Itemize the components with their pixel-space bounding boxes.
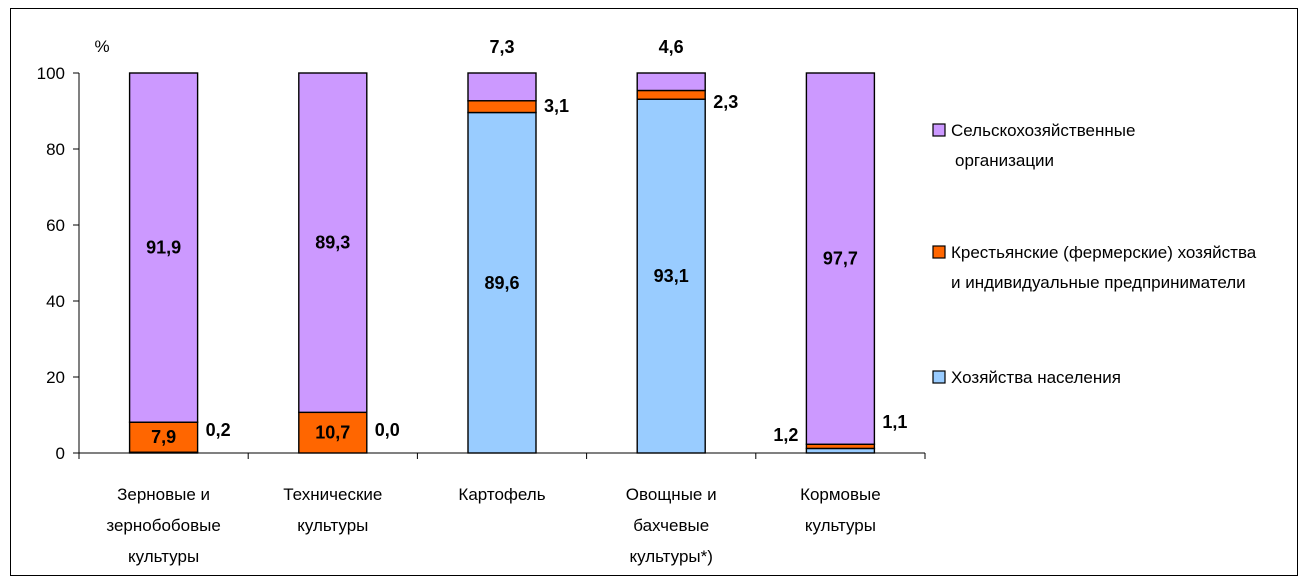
y-tick-label: 100 [37, 64, 65, 83]
y-axis-unit-label: % [94, 37, 109, 56]
data-label: 89,6 [484, 273, 519, 293]
y-tick-label: 40 [46, 292, 65, 311]
category-label: Овощные и [626, 485, 717, 504]
bars [128, 72, 876, 454]
data-label: 89,3 [315, 233, 350, 253]
data-label: 1,2 [773, 425, 798, 445]
data-label: 7,3 [489, 37, 514, 57]
data-labels: 91,9 7,9 0,2 89,3 10,7 0,0 7,3 3,1 89,6 4,6 2,3 93,… [146, 37, 907, 447]
legend-label: Крестьянские (фермерские) хозяйства [951, 243, 1257, 262]
legend-swatch [932, 370, 946, 384]
data-label: 91,9 [146, 238, 181, 258]
bar-segment [636, 98, 706, 454]
category-label: Кормовые [800, 485, 881, 504]
bar-segment [805, 72, 876, 445]
legend-label: и индивидуальные предприниматели [951, 273, 1246, 292]
bar-segment [636, 72, 706, 92]
data-label: 0,0 [375, 420, 400, 440]
legend-swatch [932, 123, 946, 137]
legend-swatch [932, 245, 946, 259]
legend-label: Хозяйства населения [951, 368, 1121, 387]
y-tick-label: 80 [46, 140, 65, 159]
y-tick-label: 20 [46, 368, 65, 387]
data-label: 4,6 [659, 37, 684, 57]
data-label: 93,1 [654, 266, 689, 286]
y-tick-label: 60 [46, 216, 65, 235]
data-label: 1,1 [882, 412, 907, 432]
data-label: 0,2 [206, 420, 231, 440]
category-label: Картофель [458, 485, 545, 504]
category-label: культуры*) [629, 547, 712, 566]
bar-segment [298, 72, 368, 414]
data-label: 10,7 [315, 423, 350, 443]
bar-segment [128, 421, 199, 453]
legend: Сельскохозяйственные организации Крестьянс… [932, 121, 1257, 387]
legend-label: организации [955, 151, 1054, 170]
axes: % 0 20 40 60 80 100 Зерновые и зернобобовые культ… [37, 37, 926, 566]
category-label: культуры [297, 516, 368, 535]
bar-segment [636, 89, 706, 100]
data-label: 7,9 [151, 427, 176, 447]
bar-segment [128, 72, 199, 423]
data-label: 2,3 [713, 92, 738, 112]
category-label: зернобобовые [106, 516, 220, 535]
y-tick-label: 0 [56, 444, 65, 463]
bar-segment [467, 100, 537, 114]
category-label: культуры [128, 547, 199, 566]
category-label: культуры [805, 516, 876, 535]
category-label: бахчевые [633, 516, 709, 535]
category-label: Технические [283, 485, 382, 504]
category-label: Зерновые и [117, 485, 210, 504]
data-label: 3,1 [544, 96, 569, 116]
bar-segment [467, 72, 537, 102]
legend-label: Сельскохозяйственные [951, 121, 1135, 140]
bar-segment [467, 111, 537, 454]
data-label: 97,7 [823, 249, 858, 269]
